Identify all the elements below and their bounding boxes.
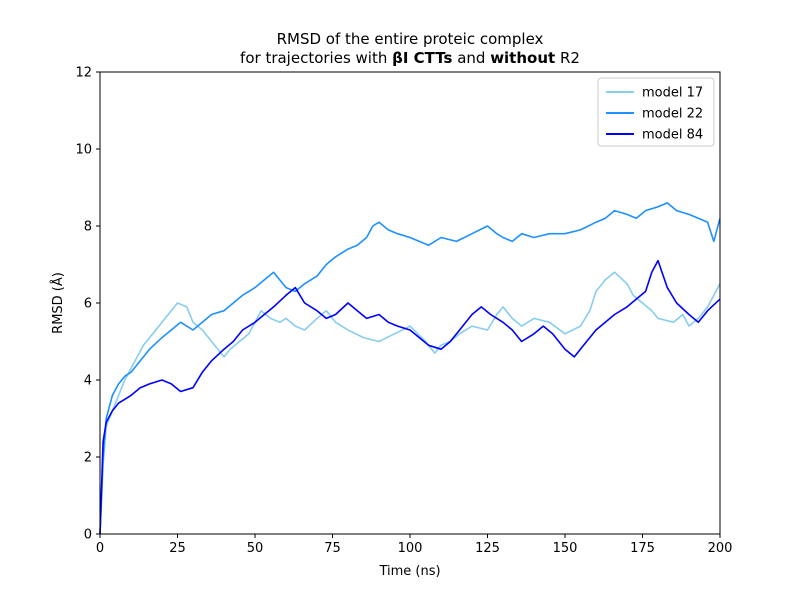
x-tick-label: 100 [398,541,423,556]
title-line-2: for trajectories with βI CTTs and withou… [100,49,720,68]
y-axis-ticks: 0 2 4 6 8 10 12 [75,66,100,543]
y-tick-label: 0 [84,528,92,543]
y-tick-label: 6 [84,297,92,312]
title-line-2-bold-ctts: βI CTTs [392,49,453,67]
x-tick-label: 175 [630,541,655,556]
y-tick-label: 8 [84,220,92,235]
x-tick-label: 125 [475,541,500,556]
x-tick-label: 25 [169,541,186,556]
x-axis-label: Time (ns) [378,564,440,579]
series-line-model-84 [99,259,721,535]
chart-title: RMSD of the entire proteic complex for t… [100,30,720,68]
x-tick-label: 200 [708,541,733,556]
y-axis-label: RMSD (Å) [50,272,66,334]
series-line-model-22 [99,202,721,535]
x-tick-label: 0 [96,541,104,556]
y-tick-label: 2 [84,451,92,466]
x-axis-ticks: 0 25 50 75 100 125 150 175 200 [96,534,733,556]
legend-box [597,77,715,147]
title-line-1: RMSD of the entire proteic complex [276,30,544,48]
series-line-model-17 [99,271,721,535]
y-tick-label: 4 [84,374,92,389]
legend-label: model 17 [642,86,703,101]
x-tick-label: 50 [247,541,264,556]
x-tick-label: 75 [324,541,341,556]
legend-label: model 84 [642,128,703,143]
legend-label: model 22 [642,107,703,122]
title-line-2-mid: and [452,49,491,67]
title-line-2-prefix: for trajectories with [240,49,393,67]
legend: model 17 model 22 model 84 [597,77,715,147]
x-tick-label: 150 [553,541,578,556]
series-layer [99,202,721,535]
y-tick-label: 12 [75,66,92,81]
title-line-2-suffix: R2 [555,49,580,67]
y-tick-label: 10 [75,143,92,158]
title-line-2-bold-without: without [490,49,556,67]
